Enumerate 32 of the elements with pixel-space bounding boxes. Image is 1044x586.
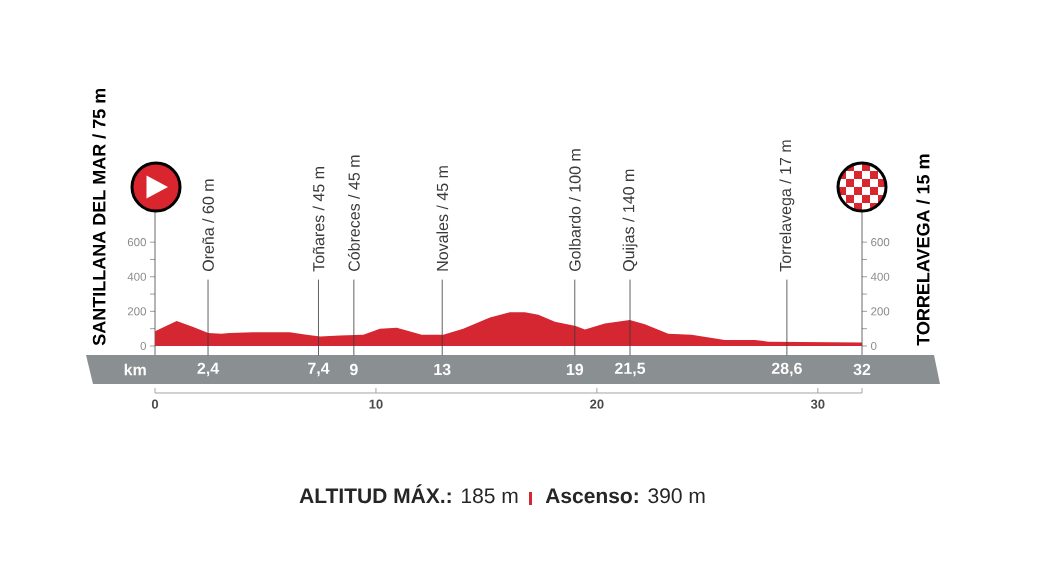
text: ALTITUD MÁX.: 185 m [299, 484, 518, 504]
y2-tick-label: 600 [871, 238, 890, 247]
x2-tick-label: 19 [566, 363, 584, 376]
ref-line-label: Quijas / 140 m [622, 169, 638, 272]
y-axis-title: SANTILLANA DEL MAR / 75 m [92, 88, 106, 346]
x2-axis-title: km [124, 363, 146, 376]
ref-line-label: Golbardo / 100 m [568, 149, 581, 271]
ref-line-label: Novales / 45 m [436, 166, 449, 271]
ref-line-label: Toñares / 45 m [312, 167, 325, 272]
ref-line-label: Torrelavega / 17 m [779, 140, 795, 272]
text: Ascenso: 390 m [545, 488, 705, 504]
x-tick-label: 0 [151, 399, 159, 409]
x2-tick-label: 2,4 [197, 362, 220, 377]
x2-tick-label: 32 [853, 363, 871, 376]
y-tick-label: 0 [140, 341, 147, 351]
x2-tick-label: 9 [349, 363, 358, 376]
y2-tick-label: 200 [871, 307, 890, 316]
y-tick-label: 400 [127, 272, 147, 281]
x-tick-label: 10 [369, 399, 383, 409]
y2-tick-label: 0 [871, 341, 877, 351]
x-tick-label: 30 [810, 399, 825, 409]
x2-tick-label: 7,4 [308, 362, 330, 377]
x2-tick-label: 21,5 [615, 362, 646, 377]
x-tick-label: 20 [590, 399, 604, 409]
ref-line-label: Cóbreces / 45 m [347, 155, 360, 271]
y-tick-label: 200 [127, 307, 147, 316]
ref-line-label: Oreña / 60 m [202, 179, 214, 272]
y2-axis-title: TORRELAVEGA / 15 m [916, 154, 930, 346]
y2-tick-label: 400 [870, 272, 890, 281]
y-tick-label: 600 [127, 238, 147, 247]
x2-tick-label: 28,6 [771, 362, 802, 377]
x2-tick-label: 13 [434, 363, 451, 376]
